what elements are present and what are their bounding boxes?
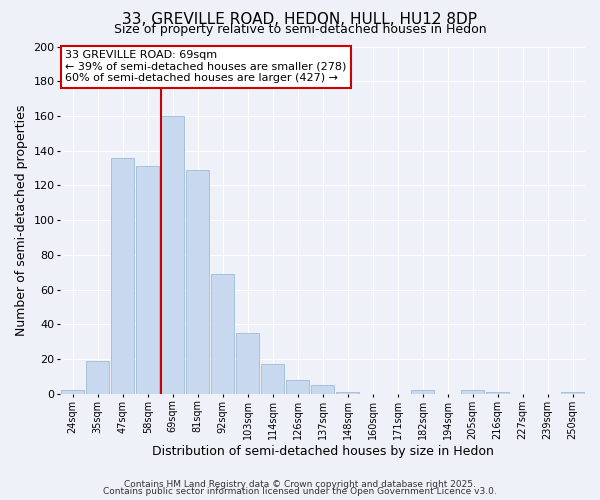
Bar (561, 392, 584, 394)
X-axis label: Distribution of semi-detached houses by size in Hedon: Distribution of semi-detached houses by … (152, 444, 494, 458)
Text: Contains public sector information licensed under the Open Government Licence v3: Contains public sector information licen… (103, 488, 497, 496)
Bar (286, 380, 309, 394)
Bar (236, 333, 259, 394)
Text: 33, GREVILLE ROAD, HEDON, HULL, HU12 8DP: 33, GREVILLE ROAD, HEDON, HULL, HU12 8DP (122, 12, 478, 26)
Text: Contains HM Land Registry data © Crown copyright and database right 2025.: Contains HM Land Registry data © Crown c… (124, 480, 476, 489)
Bar (86, 361, 109, 394)
Bar (311, 385, 334, 394)
Text: 33 GREVILLE ROAD: 69sqm
← 39% of semi-detached houses are smaller (278)
60% of s: 33 GREVILLE ROAD: 69sqm ← 39% of semi-de… (65, 50, 347, 83)
Bar (61, 390, 84, 394)
Bar (187, 170, 209, 394)
Text: Size of property relative to semi-detached houses in Hedon: Size of property relative to semi-detach… (113, 22, 487, 36)
Bar (211, 274, 234, 394)
Bar (112, 158, 134, 394)
Bar (161, 116, 184, 394)
Y-axis label: Number of semi-detached properties: Number of semi-detached properties (15, 104, 28, 336)
Bar (262, 364, 284, 394)
Bar (412, 390, 434, 394)
Bar (461, 390, 484, 394)
Bar (486, 392, 509, 394)
Bar (136, 166, 159, 394)
Bar (337, 392, 359, 394)
